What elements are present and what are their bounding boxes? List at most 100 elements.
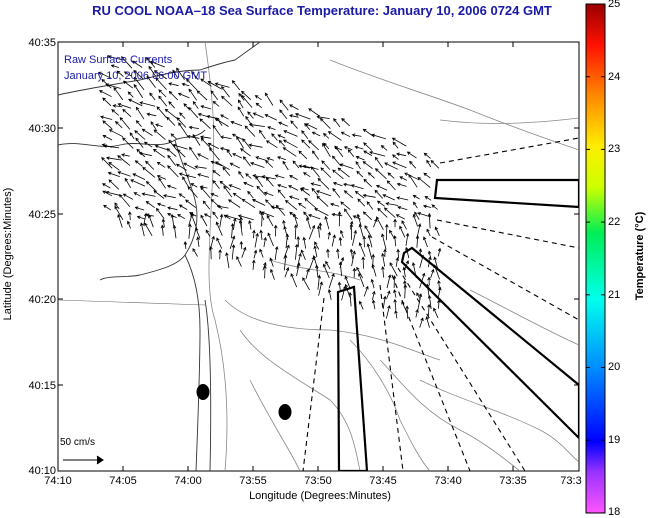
current-vector <box>317 274 321 290</box>
current-vector <box>374 189 384 199</box>
current-vector <box>122 193 134 200</box>
current-vector <box>133 83 144 99</box>
current-vector <box>105 156 122 161</box>
current-vector <box>282 139 298 149</box>
current-vector <box>190 213 198 229</box>
current-vector <box>188 88 198 101</box>
current-vector <box>167 165 179 178</box>
current-vector <box>362 161 373 170</box>
current-vector <box>139 101 156 107</box>
current-vector <box>367 234 373 248</box>
current-vector <box>119 193 131 207</box>
current-vector <box>352 229 357 246</box>
current-vector <box>212 211 219 219</box>
colorbar-tick-label: 22 <box>608 216 621 228</box>
current-vector <box>240 90 252 100</box>
current-vector <box>220 135 232 140</box>
current-vector <box>150 60 165 68</box>
current-vector <box>278 121 288 127</box>
current-vector <box>311 131 321 137</box>
current-vector <box>386 290 391 299</box>
current-vector <box>371 133 387 140</box>
current-vector <box>267 232 274 247</box>
lane-southeast <box>400 246 579 440</box>
current-vector <box>386 180 396 191</box>
current-vector <box>339 163 354 169</box>
current-vector <box>320 167 332 178</box>
current-vector <box>385 304 391 319</box>
current-vector <box>172 69 179 79</box>
current-vector <box>215 161 230 171</box>
current-vector <box>195 227 201 239</box>
current-vector <box>207 142 219 149</box>
current-vector <box>188 125 200 130</box>
current-vector <box>202 200 211 210</box>
current-vector <box>133 76 145 91</box>
current-vector <box>362 235 366 248</box>
current-vector <box>372 290 376 300</box>
current-vector <box>303 211 310 219</box>
current-vector <box>277 189 286 199</box>
current-vector <box>288 114 299 118</box>
current-vector <box>382 194 395 201</box>
current-vector <box>192 133 201 146</box>
current-vector <box>349 248 354 259</box>
current-vector <box>399 176 407 181</box>
current-vector <box>252 112 264 118</box>
current-vector <box>323 133 330 139</box>
current-vector <box>200 137 212 150</box>
colorbar-tick-label: 20 <box>608 361 621 373</box>
current-vector <box>329 202 340 207</box>
current-vector <box>393 298 397 311</box>
current-vector <box>150 121 157 131</box>
current-vector <box>149 92 156 101</box>
current-vector <box>301 139 311 149</box>
current-vector <box>438 286 442 297</box>
current-vector <box>318 222 323 231</box>
depth-contours <box>204 42 579 471</box>
current-vector <box>393 234 397 247</box>
current-vector <box>358 242 366 257</box>
current-vector <box>245 173 252 179</box>
current-vector <box>103 144 120 149</box>
current-vector <box>145 201 155 209</box>
current-vector <box>304 197 317 209</box>
current-vector <box>376 200 385 207</box>
current-vector <box>396 152 407 157</box>
current-vector <box>423 236 428 248</box>
current-vector <box>241 246 247 258</box>
colorbar-tick-label: 21 <box>608 289 621 301</box>
current-vector <box>116 70 124 77</box>
current-vector <box>393 218 397 228</box>
current-vector <box>371 263 377 277</box>
current-vector <box>216 204 229 209</box>
current-vector <box>143 212 148 226</box>
current-vector <box>332 181 343 187</box>
current-vector <box>382 295 387 309</box>
current-vector <box>275 204 286 216</box>
current-vector <box>296 235 301 247</box>
current-vector <box>298 150 308 160</box>
current-vector <box>366 201 374 210</box>
current-vector <box>156 161 166 168</box>
current-vector <box>310 166 320 178</box>
current-vector <box>128 211 132 221</box>
current-vector <box>203 213 212 218</box>
current-vector <box>209 147 220 161</box>
current-vector <box>327 288 332 300</box>
current-vector <box>145 160 155 170</box>
current-vector <box>98 90 112 98</box>
current-vector <box>364 225 373 239</box>
current-vector <box>124 177 132 189</box>
current-vector <box>317 177 330 190</box>
current-vector <box>279 99 289 111</box>
current-vector <box>164 108 178 120</box>
current-vector <box>351 250 356 267</box>
current-vector <box>333 118 341 128</box>
current-vector <box>310 182 321 187</box>
current-vector <box>263 236 267 248</box>
current-vector <box>267 126 276 130</box>
current-vector <box>356 266 364 279</box>
current-vector <box>183 162 196 170</box>
